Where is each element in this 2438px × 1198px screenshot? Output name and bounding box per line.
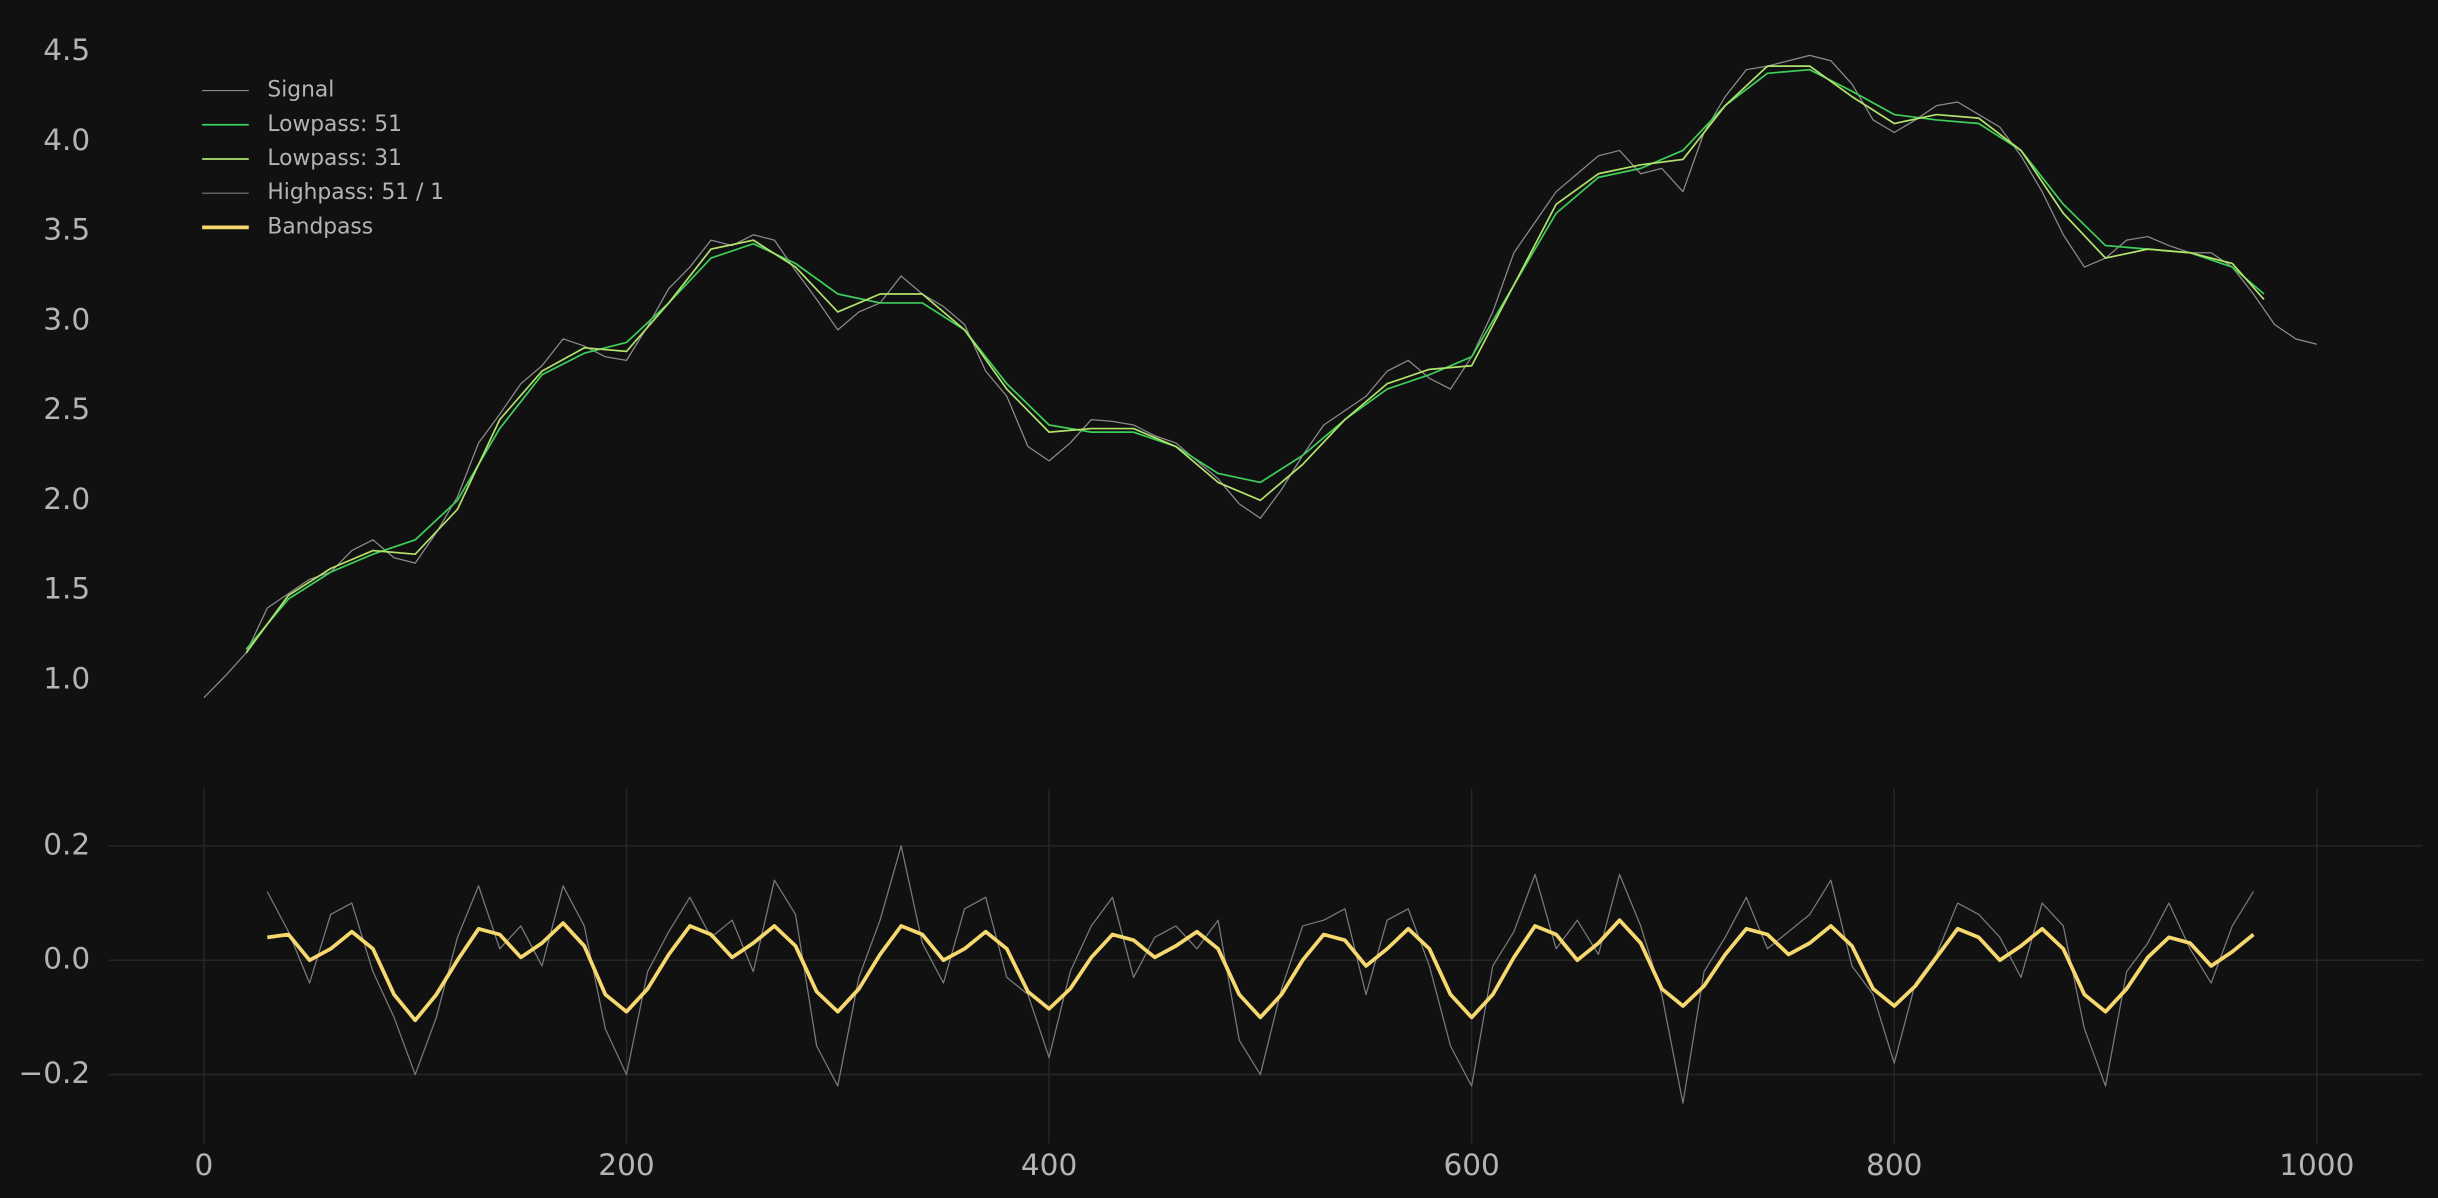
legend-label: Lowpass: 31 xyxy=(267,146,402,171)
legend-label: Lowpass: 51 xyxy=(267,112,402,137)
y-tick-label: 1.0 xyxy=(43,661,90,695)
y-tick-label: 2.5 xyxy=(43,392,90,426)
legend-label: Signal xyxy=(267,78,334,103)
x-tick-label: 800 xyxy=(1866,1148,1922,1182)
series-line xyxy=(267,918,2255,1023)
y-tick-label: 2.0 xyxy=(43,482,90,516)
legend-label: Bandpass xyxy=(267,214,373,239)
y-tick-label: 3.0 xyxy=(43,302,90,336)
series-line xyxy=(203,54,2317,699)
series-line xyxy=(245,68,2265,650)
x-tick-label: 400 xyxy=(1021,1148,1077,1182)
y-tick-label: 3.5 xyxy=(43,213,90,247)
y-tick-label: 0.2 xyxy=(43,827,90,861)
x-tick-label: 600 xyxy=(1443,1148,1499,1182)
y-tick-label: −0.2 xyxy=(18,1056,90,1090)
y-tick-label: 0.0 xyxy=(43,942,90,976)
series-line xyxy=(245,65,2265,654)
legend-label: Highpass: 51 / 1 xyxy=(267,180,444,205)
y-tick-label: 1.5 xyxy=(43,572,90,606)
y-tick-label: 4.5 xyxy=(43,33,90,67)
x-tick-label: 1000 xyxy=(2279,1148,2354,1182)
y-tick-label: 4.0 xyxy=(43,123,90,157)
x-tick-label: 0 xyxy=(195,1148,214,1182)
x-tick-label: 200 xyxy=(598,1148,654,1182)
